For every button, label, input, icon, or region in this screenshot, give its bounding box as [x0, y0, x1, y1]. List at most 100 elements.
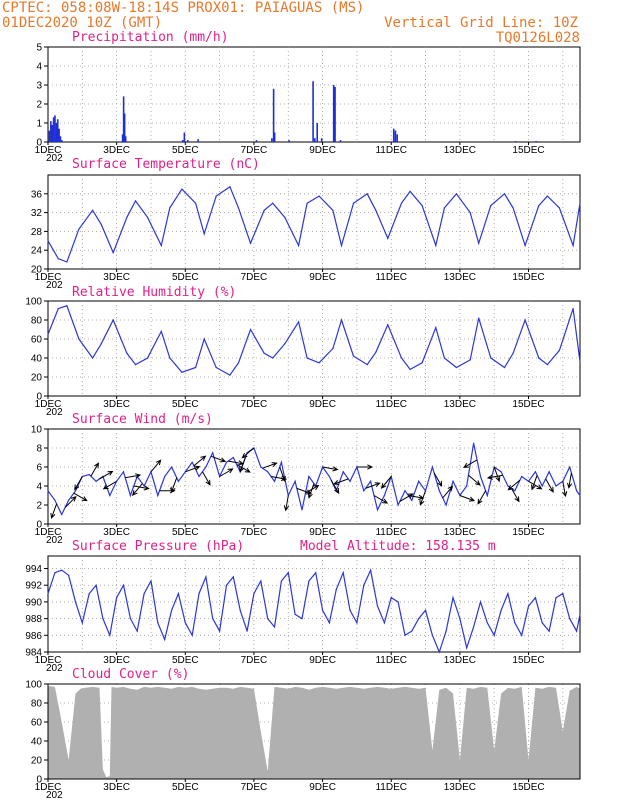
model-altitude: Model Altitude: 158.135 m — [300, 539, 496, 554]
pressure-point — [116, 597, 118, 599]
pressure-point — [555, 597, 557, 599]
pressure-point — [356, 622, 358, 624]
precip-bar — [50, 121, 52, 142]
temp-point — [455, 193, 458, 195]
wind-point — [157, 494, 159, 497]
header-grid-label: Vertical Grid Line: 10Z — [384, 15, 578, 31]
x-tick-label: 7DEC — [241, 399, 268, 410]
y-tick-label: 1 — [36, 119, 42, 130]
precip-bar — [394, 130, 397, 142]
pressure-point — [579, 613, 581, 616]
pressure-panel: Surface Pressure (hPa) Model Altitude: 1… — [25, 539, 581, 674]
pressure-point — [534, 597, 536, 599]
wind-arrow — [202, 471, 211, 486]
x-tick-label: 13DEC — [444, 655, 476, 666]
temp-point — [558, 207, 561, 209]
y-tick-label: 4 — [36, 62, 42, 73]
rh-point — [249, 328, 252, 331]
y-tick-label: 36 — [31, 189, 43, 200]
wind-arrow — [531, 475, 538, 491]
rh-point — [375, 351, 377, 353]
temp-point — [524, 244, 526, 247]
header-location: CPTEC: 058:08W-18:14S PROX01: PAIAGUAS (… — [2, 0, 364, 16]
x-tick-label: 9DEC — [309, 272, 336, 283]
y-tick-label: 6 — [36, 463, 42, 474]
temp-point — [512, 207, 514, 209]
temp-point — [134, 200, 137, 202]
precip-bar — [124, 136, 127, 142]
rh-point — [490, 357, 492, 359]
wind-point — [294, 480, 296, 482]
x-tick-label: 1DEC — [35, 782, 62, 793]
wind-point — [232, 456, 234, 459]
precip-bar — [51, 124, 54, 142]
y-tick-label: 992 — [25, 581, 42, 592]
pressure-point — [253, 592, 255, 595]
precip-bar — [396, 134, 398, 142]
precip-bar — [123, 113, 126, 142]
pressure-point — [466, 647, 468, 649]
wind-arrow — [562, 481, 568, 498]
pressure-point — [321, 609, 324, 611]
precip-bar — [320, 138, 323, 142]
temp-point — [375, 209, 377, 211]
wind-point — [143, 485, 145, 487]
x-tick-label: 13DEC — [444, 272, 476, 283]
pressure-point — [294, 613, 296, 616]
cloud-cover-frame — [47, 683, 581, 780]
temp-point — [66, 261, 68, 263]
x-tick-label: 15DEC — [512, 145, 544, 156]
y-tick-label: 40 — [31, 354, 43, 365]
precip-bar — [514, 141, 517, 142]
precipitation-title: Precipitation (mm/h) — [72, 30, 229, 45]
pressure-point — [301, 618, 303, 620]
rh-point — [57, 308, 59, 310]
x-tick-label: 7DEC — [241, 782, 268, 793]
temp-point — [503, 193, 506, 195]
wind-arrow — [150, 459, 162, 473]
y-tick-label: 2 — [36, 100, 42, 111]
x-tick-label: 13DEC — [444, 782, 476, 793]
temp-point — [160, 244, 162, 247]
wind-point — [342, 471, 344, 473]
y-tick-label: 0 — [36, 520, 42, 531]
wind-point — [170, 466, 173, 468]
wind-arrow — [333, 478, 349, 485]
cloud-cover-panel: 0 20 40 60 80 100 1DEC 3DEC 5DEC 7DEC 9DEC 11DEC 13D… — [25, 667, 581, 800]
rh-point — [134, 364, 137, 366]
rh-point — [387, 324, 389, 326]
pressure-point — [424, 609, 427, 611]
x-tick-label: 3DEC — [103, 145, 130, 156]
pressure-point — [219, 630, 221, 632]
pressure-point — [61, 569, 63, 571]
pressure-point — [191, 634, 193, 636]
x-tick-label: 13DEC — [444, 527, 476, 538]
wind-arrow — [528, 480, 543, 490]
wind-point — [47, 490, 49, 492]
precip-bar — [332, 85, 335, 142]
wind-point — [212, 452, 214, 454]
x-tick-label: 7DEC — [241, 272, 268, 283]
pressure-point — [521, 634, 523, 636]
wind-point — [129, 494, 131, 497]
temp-point — [194, 202, 197, 204]
temp-point — [126, 216, 128, 218]
rh-point — [263, 352, 265, 354]
rh-point — [318, 362, 320, 364]
precip-bar — [334, 86, 336, 142]
pressure-point — [363, 584, 365, 586]
wind-point — [500, 471, 502, 473]
temp-point — [181, 188, 183, 190]
rh-point — [558, 349, 561, 351]
rh-point — [503, 366, 506, 369]
wind-arrow — [380, 476, 392, 489]
wind-arrow — [486, 474, 503, 480]
wind-arrow — [262, 462, 278, 469]
x-year-fragment: 202 — [46, 407, 63, 418]
pressure-point — [129, 618, 131, 620]
wind-title: Surface Wind (m/s) — [72, 412, 213, 427]
precip-bar — [187, 140, 189, 142]
wind-arrow — [356, 464, 374, 470]
wind-arrow — [477, 490, 487, 505]
rh-point — [47, 333, 49, 335]
